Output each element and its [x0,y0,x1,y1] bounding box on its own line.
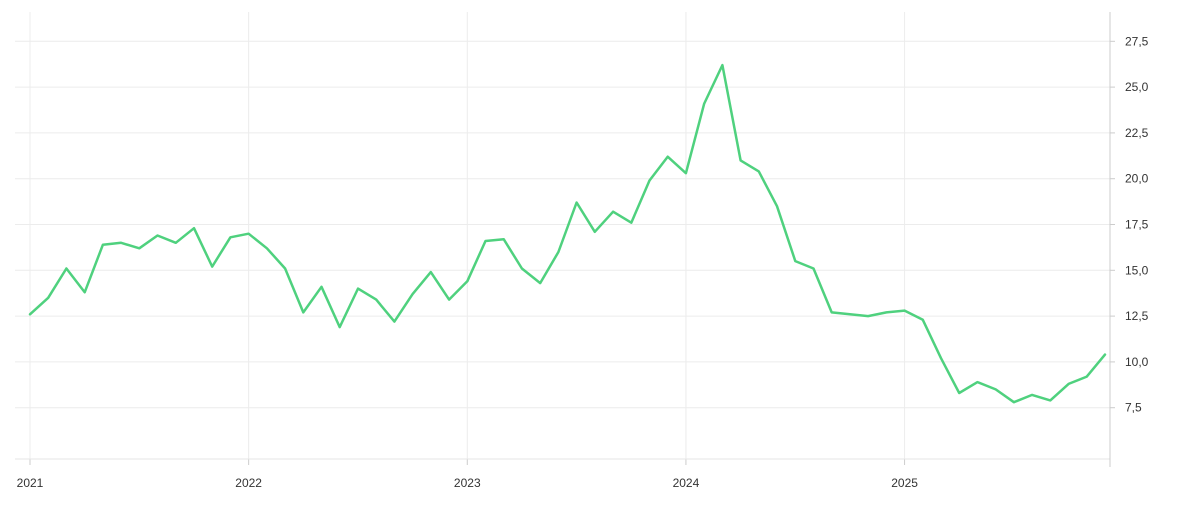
data-point [611,209,616,214]
data-point [629,220,634,225]
data-point [702,101,707,106]
data-point [1011,400,1016,405]
data-point [1066,381,1071,386]
axes [15,12,1115,467]
data-point [939,356,944,361]
data-point [64,266,69,271]
data-point [82,290,87,295]
data-point [756,169,761,174]
series-layer [28,63,1108,405]
data-point [173,240,178,245]
data-point [811,266,816,271]
data-point [410,292,415,297]
data-point [210,264,215,269]
x-tick-label: 2023 [454,476,481,490]
y-tick-label: 10,0 [1125,355,1149,369]
data-point [738,158,743,163]
tick-labels: 7,5 10,0 12,5 15,0 17,5 20,0 22,5 25,0 27,5 2021 2… [17,34,1149,490]
y-tick-label: 17,5 [1125,218,1149,232]
data-point [428,270,433,275]
data-point [519,266,524,271]
gridlines [15,12,1110,459]
data-point [775,204,780,209]
data-point [683,171,688,176]
data-point [283,266,288,271]
data-point [866,314,871,319]
data-point [556,250,561,255]
y-tick-label: 7,5 [1125,401,1142,415]
data-point [119,240,124,245]
data-point [1103,352,1108,357]
y-tick-label: 20,0 [1125,172,1149,186]
y-tick-label: 15,0 [1125,263,1149,277]
y-tick-label: 25,0 [1125,80,1149,94]
y-tick-label: 22,5 [1125,126,1149,140]
data-point [192,226,197,231]
data-point [1048,398,1053,403]
data-point [337,325,342,330]
data-point [793,259,798,264]
data-point [574,200,579,205]
data-point [137,246,142,251]
data-point [301,310,306,315]
data-point [957,391,962,396]
data-point [1030,392,1035,397]
data-point [538,281,543,286]
data-point [46,295,51,300]
data-point [920,317,925,322]
y-tick-label: 12,5 [1125,309,1149,323]
data-point [319,284,324,289]
data-point [647,178,652,183]
data-point [28,312,33,317]
data-point [155,233,160,238]
x-tick-label: 2021 [17,476,44,490]
data-point [665,154,670,159]
data-point [447,297,452,302]
data-point [884,310,889,315]
data-point [374,297,379,302]
data-point [100,242,105,247]
x-tick-label: 2025 [891,476,918,490]
y-tick-label: 27,5 [1125,34,1149,48]
data-point [993,387,998,392]
data-point [592,229,597,234]
data-point [483,239,488,244]
data-point [720,63,725,68]
data-point [1084,374,1089,379]
data-point [246,231,251,236]
series-line [28,63,1107,404]
data-point [465,279,470,284]
data-point [392,319,397,324]
data-point [264,246,269,251]
data-point [228,235,233,240]
data-point [356,286,361,291]
data-point [975,380,980,385]
data-point [902,308,907,313]
data-point [501,237,506,242]
x-tick-label: 2024 [673,476,700,490]
data-point [829,310,834,315]
x-tick-label: 2022 [235,476,262,490]
data-point [847,312,852,317]
